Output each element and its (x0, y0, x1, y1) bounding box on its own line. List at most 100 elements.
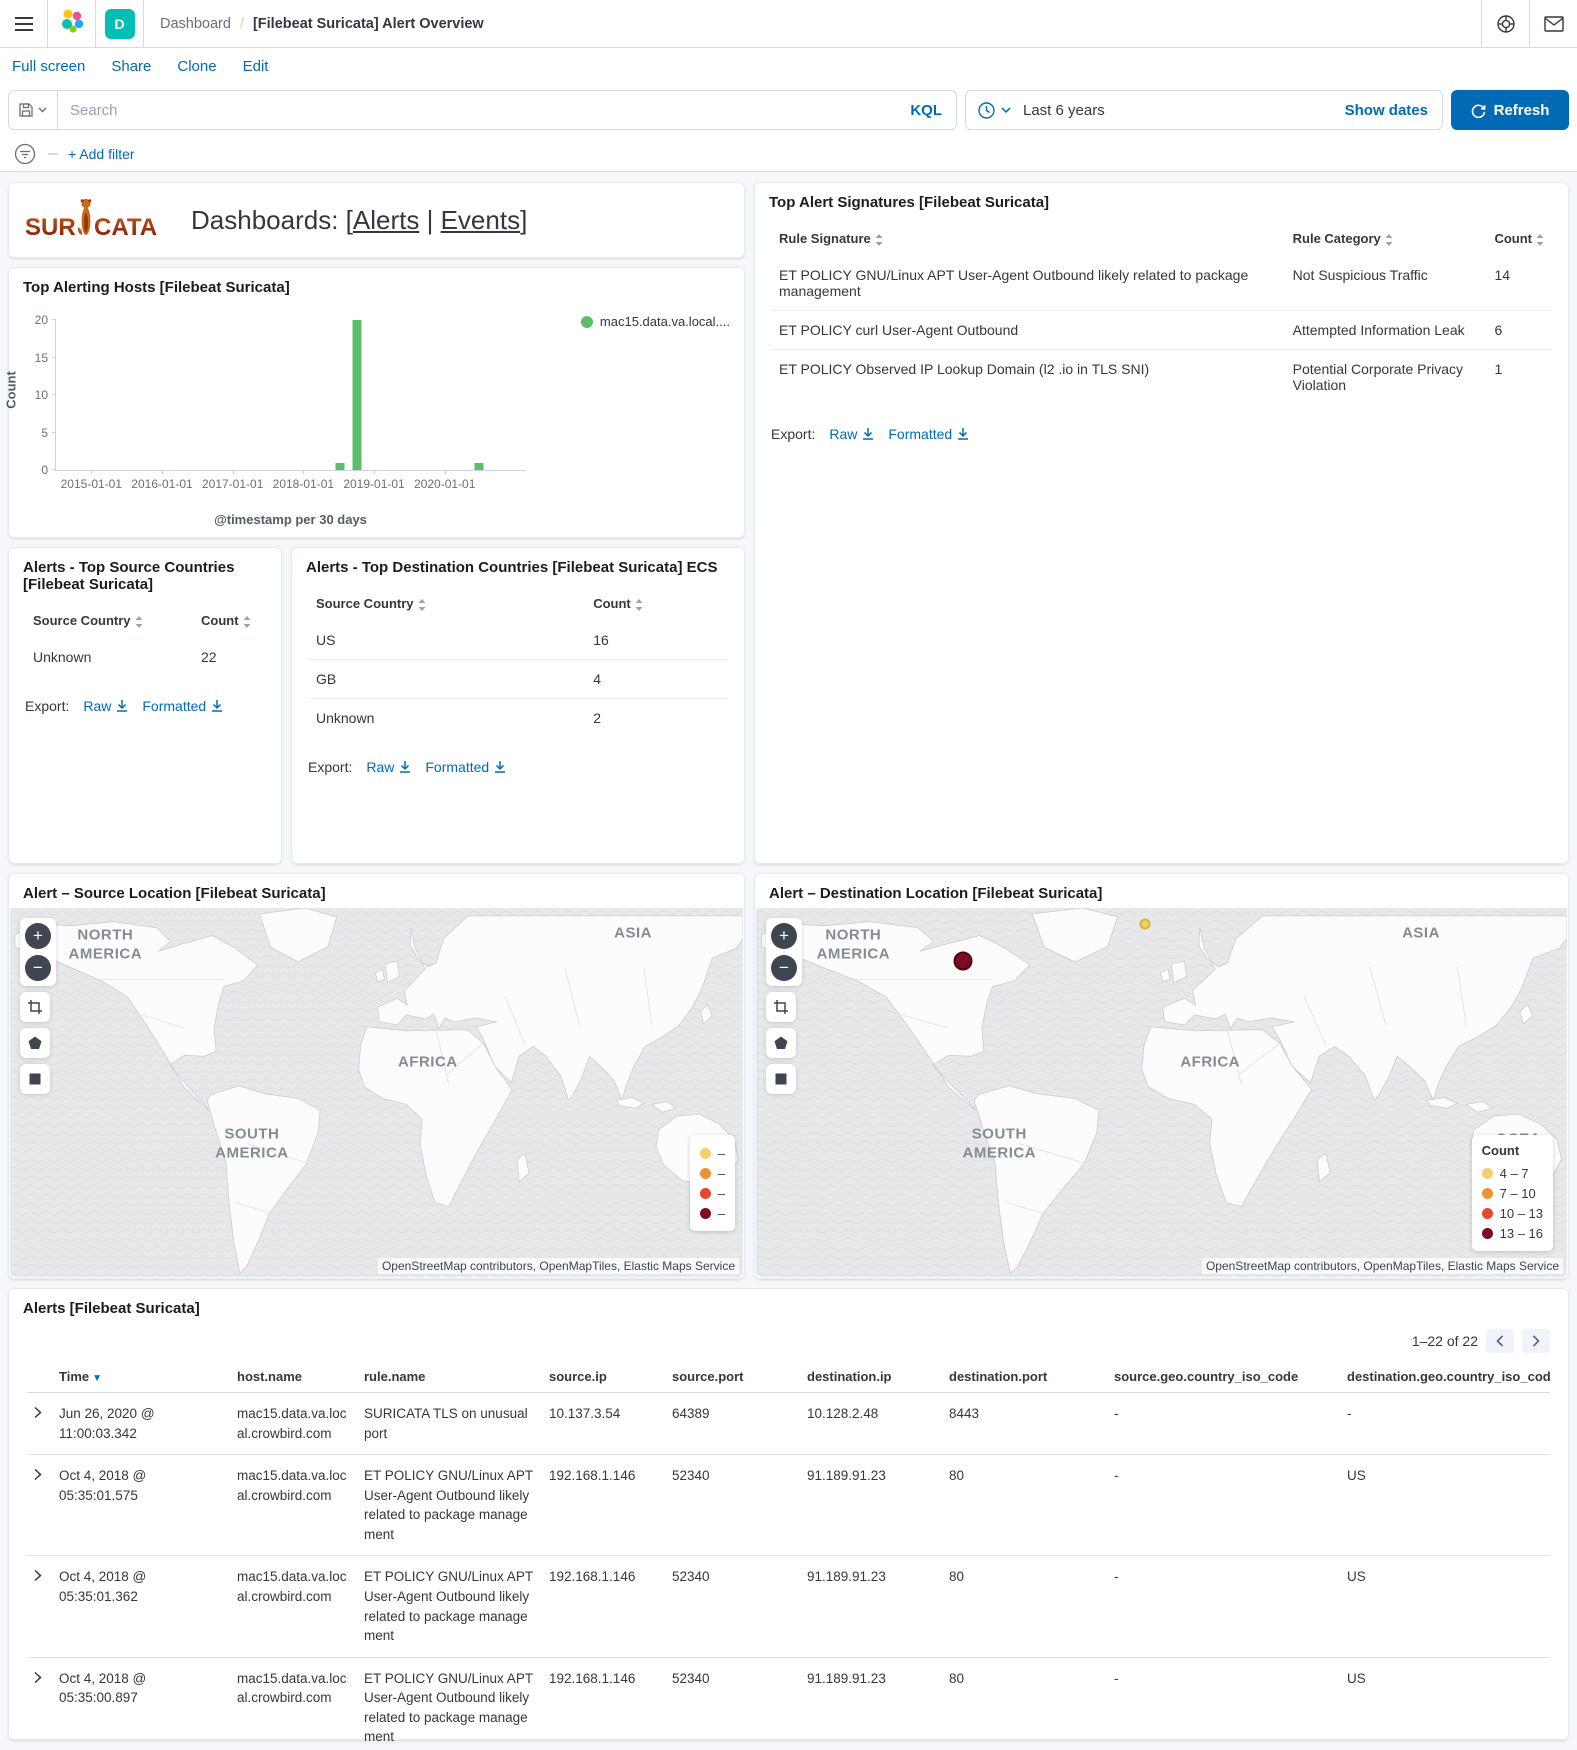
filter-options-icon[interactable] (12, 141, 38, 167)
column-header-source-country[interactable]: Source Country (308, 586, 585, 621)
legend-dot (1481, 1227, 1493, 1239)
edit-button[interactable]: Edit (242, 57, 269, 75)
column-header-count[interactable]: Count (193, 603, 265, 638)
map-legend-item[interactable]: – (699, 1203, 725, 1223)
table-row: ET POLICY GNU/Linux APT User-Agent Outbo… (771, 256, 1552, 311)
expand-row-button[interactable] (33, 1569, 42, 1585)
elastic-logo[interactable] (59, 8, 85, 39)
previous-page-button[interactable] (1486, 1329, 1514, 1353)
y-tick-mark (52, 431, 56, 433)
export-formatted-link[interactable]: Formatted (142, 698, 223, 714)
map-legend-item[interactable]: 10 – 13 (1481, 1203, 1543, 1223)
export-raw-link[interactable]: Raw (83, 698, 128, 714)
pagination: 1–22 of 22 (9, 1323, 1568, 1361)
rectangle-tool-button[interactable] (20, 1063, 50, 1094)
zoom-in-button[interactable]: + (771, 922, 797, 949)
column-header-count[interactable]: Count (585, 586, 728, 621)
menu-icon[interactable] (0, 0, 47, 47)
x-tick-mark (303, 470, 305, 474)
column-header-source-port[interactable]: source.port (666, 1361, 801, 1393)
panel-title: Alert – Source Location [Filebeat Surica… (23, 884, 326, 902)
refresh-button[interactable]: Refresh (1451, 90, 1569, 130)
sort-desc-arrow: ▼ (92, 1373, 103, 1384)
column-header-rule-signature[interactable]: Rule Signature (771, 221, 1285, 256)
chart-plot-area: 0 5 10 15 20 2015-01-01 2016-01-01 2017-01-01 20… (35, 313, 526, 491)
x-tick-mark (374, 470, 376, 474)
column-header-destination-geo-country-iso-code[interactable]: destination.geo.country_iso_code (1341, 1361, 1550, 1393)
column-header-source-country[interactable]: Source Country (25, 603, 193, 638)
zoom-out-button[interactable]: − (25, 954, 51, 981)
mail-icon[interactable] (1530, 0, 1577, 47)
full-screen-button[interactable]: Full screen (12, 57, 86, 75)
map-legend-item[interactable]: 7 – 10 (1481, 1183, 1543, 1203)
chart-legend[interactable]: mac15.data.va.local.... (580, 314, 730, 329)
events-dashboard-link[interactable]: Events (440, 204, 521, 235)
column-header-source-geo-country-iso-code[interactable]: source.geo.country_iso_code (1108, 1361, 1341, 1393)
expand-row-button[interactable] (33, 1671, 42, 1687)
bar-2018.76[interactable] (352, 320, 362, 470)
space-switcher[interactable]: D (96, 0, 143, 47)
export-formatted-link[interactable]: Formatted (425, 759, 506, 775)
column-header-time[interactable]: Time ▼ (53, 1361, 231, 1393)
kql-button[interactable]: KQL (896, 102, 956, 119)
export-formatted-link[interactable]: Formatted (888, 426, 969, 442)
cell-host: mac15.data.va.local.crowbird.com (231, 1555, 358, 1658)
alert-signatures-table: Rule Signature Rule Category Count ET POLI… (771, 221, 1552, 404)
add-filter-button[interactable]: + Add filter (68, 145, 135, 162)
share-button[interactable]: Share (111, 57, 152, 75)
export-raw-link[interactable]: Raw (829, 426, 874, 442)
column-header-rule-name[interactable]: rule.name (358, 1361, 543, 1393)
alerts-dashboard-link[interactable]: Alerts (352, 204, 420, 235)
source-countries-table: Source Country Count Unknown 22 (25, 603, 265, 676)
column-header-host-name[interactable]: host.name (231, 1361, 358, 1393)
zoom-in-button[interactable]: + (25, 922, 51, 949)
rectangle-tool-button[interactable] (766, 1063, 796, 1094)
help-icon[interactable] (1482, 0, 1529, 47)
page-title: [Filebeat Suricata] Alert Overview (252, 15, 484, 32)
column-header-rule-category[interactable]: Rule Category (1285, 221, 1487, 256)
time-picker-menu-button[interactable] (966, 101, 1023, 119)
cell-destination_ip: 91.189.91.23 (801, 1454, 943, 1557)
dashboard-canvas: SUR CATA (0, 172, 1577, 1750)
crop-tool-button[interactable] (766, 991, 796, 1022)
map-legend-item[interactable]: 4 – 7 (1481, 1163, 1543, 1183)
time-range-value[interactable]: Last 6 years (1023, 101, 1105, 119)
export-raw-link[interactable]: Raw (366, 759, 411, 775)
column-header-destination-ip[interactable]: destination.ip (801, 1361, 943, 1393)
map-marker[interactable] (1139, 918, 1151, 930)
column-header-source-ip[interactable]: source.ip (543, 1361, 666, 1393)
map-legend-item[interactable]: 13 – 16 (1481, 1223, 1543, 1243)
map-marker[interactable] (953, 951, 973, 971)
bar-2018.52[interactable] (335, 462, 345, 470)
saved-query-menu-button[interactable] (9, 91, 58, 129)
polygon-tool-button[interactable] (766, 1027, 796, 1058)
map-legend-item[interactable]: – (699, 1143, 725, 1163)
cell-source_port: 52340 (666, 1454, 801, 1557)
cell-rule: SURICATA TLS on unusual port (358, 1392, 543, 1456)
y-tick-label: 15 (34, 350, 48, 365)
source-location-map[interactable]: NORTH AMERICA ASIA AFRICA SOUTH AMERICA + − – –… (10, 907, 743, 1277)
column-header-destination-port[interactable]: destination.port (943, 1361, 1108, 1393)
map-legend-item[interactable]: – (699, 1163, 725, 1183)
map-legend-item[interactable]: – (699, 1183, 725, 1203)
show-dates-button[interactable]: Show dates (1331, 102, 1442, 119)
svg-text:CATA: CATA (94, 214, 157, 241)
pentagon-icon (774, 1036, 788, 1049)
refresh-icon (1471, 104, 1485, 118)
dashboard-nav-menu: Full screen Share Clone Edit (0, 48, 1577, 84)
search-input[interactable] (58, 101, 897, 119)
map-region-label: AFRICA (1180, 1053, 1240, 1071)
destination-countries-table: Source Country Count US 16 GB 4 Unknown 2 (308, 586, 728, 737)
sort-icon (1385, 233, 1393, 246)
clone-button[interactable]: Clone (177, 57, 217, 75)
zoom-out-button[interactable]: − (771, 954, 797, 981)
column-header-count[interactable]: Count (1486, 221, 1552, 256)
crop-tool-button[interactable] (20, 991, 50, 1022)
polygon-tool-button[interactable] (20, 1027, 50, 1058)
expand-row-button[interactable] (33, 1468, 42, 1484)
next-page-button[interactable] (1522, 1329, 1550, 1353)
bar-2020.49[interactable] (474, 462, 484, 470)
expand-row-button[interactable] (33, 1406, 42, 1422)
breadcrumb-dashboard[interactable]: Dashboard (160, 15, 231, 32)
